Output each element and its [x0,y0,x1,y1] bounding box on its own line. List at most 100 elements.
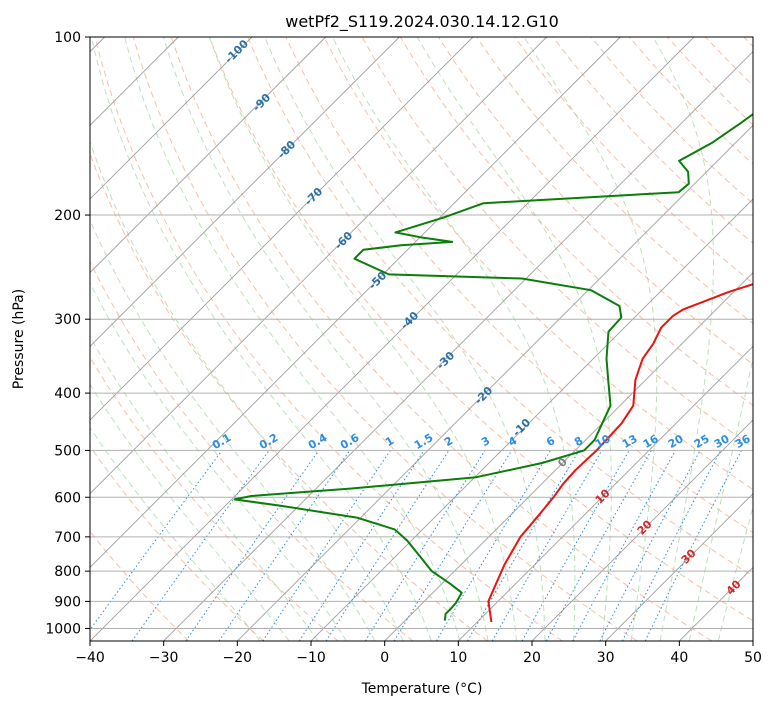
x-axis-ticks: −40 −30 −20 −10 0 10 20 30 40 50 [75,641,762,666]
moist-adiabat-line [124,37,461,641]
x-tick-label: 20 [523,650,541,666]
dry-adiabat-line [90,530,190,641]
mixing-ratio-line [644,450,742,641]
dry-adiabat-line [90,260,414,641]
mixing-ratio-line [90,450,223,631]
mixing-ratio-line [325,450,450,641]
isotherm-label: -20 [472,384,495,407]
mixing-ratio-line [621,450,722,641]
moist-adiabat-line [90,426,261,641]
dry-adiabat-line [667,37,753,126]
isotherm-label: -100 [222,37,251,66]
moist-adiabat-line [523,37,658,641]
chart-title: wetPf2_S119.2024.030.14.12.G10 [285,12,559,32]
isotherm-label: -30 [434,349,457,372]
dry-adiabat-line [285,37,753,534]
mixing-ratio-line [298,450,425,641]
y-tick-label: 700 [54,530,81,546]
y-tick-label: 300 [54,312,81,328]
mixing-ratio-line [393,450,513,641]
y-tick-label: 600 [54,490,81,506]
dry-adiabat-line [170,37,712,641]
moist-adiabat-line [652,37,714,641]
x-tick-label: −20 [223,650,253,666]
y-tick-label: 500 [54,443,81,459]
mixing-ratio-line [131,450,270,641]
dry-adiabat-line [132,37,638,641]
x-tick-label: −40 [75,650,105,666]
dry-adiabat-line [590,37,753,205]
x-tick-label: 30 [597,650,615,666]
mixing-ratio-label: 3 [479,434,492,449]
y-tick-label: 900 [54,594,81,610]
temperature-profile-line [487,283,753,623]
moist-adiabat-line [332,37,576,641]
isotherm-line [90,37,547,495]
moist-adiabat-line [90,140,404,641]
y-tick-label: 800 [54,564,81,580]
mixing-ratio-line [185,450,320,641]
dry-adiabat-line [94,37,563,641]
mixing-ratio-label: 6 [544,434,557,449]
y-tick-label: 100 [54,30,81,46]
mixing-ratio-line [599,450,701,641]
dry-adiabat-line [437,37,753,365]
x-tick-label: −10 [296,650,326,666]
dry-adiabat-line [323,37,753,491]
x-tick-label: 50 [744,650,762,666]
isotherm-line [90,37,400,347]
isotherm-label: -40 [398,309,421,332]
moist-adiabat-line [208,37,517,641]
pressure-grid [90,37,753,629]
mixing-ratio-line [572,450,676,641]
x-tick-label: 0 [380,650,389,666]
dry-adiabat-line [90,152,488,641]
dry-adiabat-line [209,37,753,622]
mixing-ratio-label: 1 [383,434,396,449]
moist-adiabat-line [90,218,376,641]
isotherm-line [384,272,753,641]
mixing-ratio-label: 30 [712,432,732,451]
isotherm-line [90,37,695,641]
isotherm-line [605,493,753,641]
mixing-ratio-line [218,450,351,641]
mixing-ratio-label: 0.6 [338,431,362,452]
moist-adiabat-line [90,383,290,641]
mixing-ratio-line [545,450,652,641]
mixing-ratio-label: 20 [666,432,686,451]
isotherm-line [90,37,621,568]
isotherm-line [90,37,474,421]
isotherm-line [237,124,753,641]
mixing-ratio-label: 8 [572,434,585,449]
isotherm-line [679,566,753,641]
moist-adiabat-line [688,355,753,641]
isotherm-label: -90 [250,91,273,114]
dry-adiabat-line [743,37,753,48]
y-tick-label: 200 [54,208,81,224]
x-tick-label: −30 [149,650,179,666]
dry-adiabat-line [247,37,753,577]
x-tick-label: 10 [449,650,467,666]
mixing-ratio-label: 0.1 [210,431,233,452]
y-tick-label: 400 [54,386,81,402]
moist-adiabat-line [90,335,319,641]
x-axis-label: Temperature (°C) [361,681,483,697]
moist-adiabat-line [717,505,753,641]
dry-adiabat-line [705,37,753,87]
x-tick-label: 40 [670,650,688,666]
mixing-ratio-line [521,450,630,641]
y-tick-label: 1000 [45,621,81,637]
dry-adiabat-line [476,37,753,325]
y-axis-label: Pressure (hPa) [11,289,27,389]
isotherm-line [752,640,753,641]
mixing-ratio-label: 2 [442,434,455,449]
moist-adiabat-label: 40 [724,577,744,597]
mixing-ratio-label: 0.4 [306,431,330,452]
dewpoint-profile-line [233,112,753,621]
mixing-ratio-label: 1.5 [412,431,435,452]
y-axis-ticks: 100 200 300 400 500 600 700 800 900 1000 [45,30,90,637]
moist-adiabat-line [264,37,546,641]
dry-adiabat-line [90,445,264,641]
isotherm-line [310,198,753,641]
